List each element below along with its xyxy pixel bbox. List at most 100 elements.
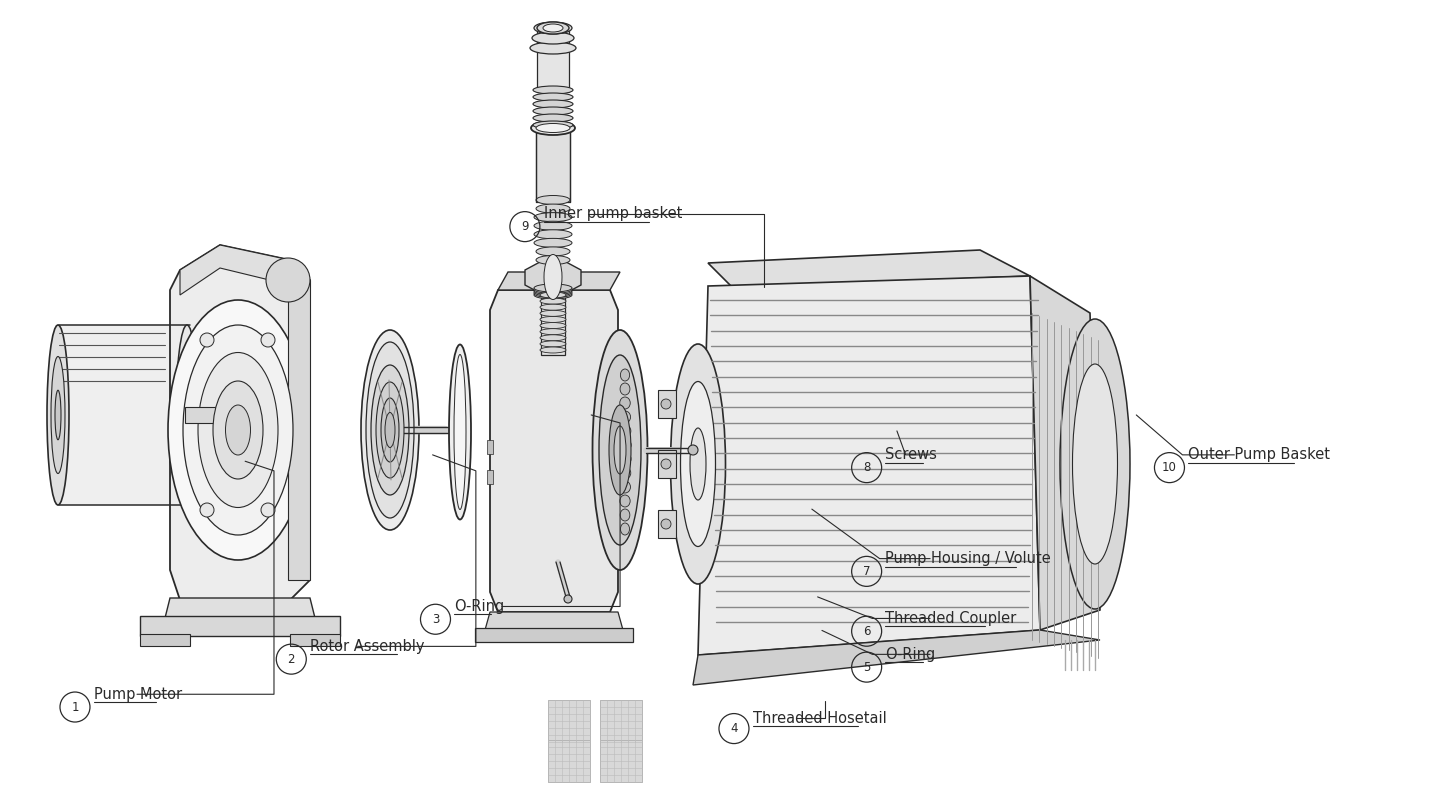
Text: O-Ring: O-Ring (885, 647, 936, 662)
Ellipse shape (531, 121, 575, 135)
Ellipse shape (619, 467, 630, 479)
Text: 10: 10 (1162, 461, 1177, 474)
Ellipse shape (534, 221, 572, 230)
Bar (140, 634, 190, 646)
Ellipse shape (539, 310, 567, 316)
Ellipse shape (539, 298, 567, 304)
Polygon shape (490, 290, 619, 612)
Ellipse shape (544, 24, 562, 32)
Circle shape (660, 519, 671, 529)
Ellipse shape (620, 369, 630, 381)
Ellipse shape (536, 255, 570, 264)
Bar (185, 407, 239, 423)
Ellipse shape (265, 258, 310, 302)
Text: 2: 2 (287, 653, 296, 666)
Ellipse shape (671, 344, 725, 584)
Ellipse shape (534, 290, 572, 298)
Ellipse shape (544, 255, 562, 299)
Ellipse shape (534, 100, 572, 108)
Ellipse shape (619, 453, 632, 465)
Text: Threaded Coupler: Threaded Coupler (885, 611, 1017, 626)
Ellipse shape (620, 397, 630, 409)
Ellipse shape (176, 325, 198, 505)
Ellipse shape (534, 230, 572, 239)
Text: 8: 8 (862, 461, 871, 474)
Bar (474, 628, 633, 642)
Ellipse shape (534, 288, 572, 296)
Circle shape (261, 333, 275, 347)
Polygon shape (180, 245, 290, 295)
Ellipse shape (48, 325, 69, 505)
Bar (658, 450, 676, 478)
Ellipse shape (539, 329, 567, 334)
Ellipse shape (198, 353, 278, 508)
Polygon shape (708, 250, 1030, 288)
Polygon shape (170, 245, 310, 600)
Ellipse shape (50, 357, 65, 473)
Ellipse shape (536, 22, 570, 34)
Text: 9: 9 (521, 220, 529, 233)
Ellipse shape (532, 32, 574, 44)
Circle shape (200, 503, 213, 517)
Ellipse shape (619, 439, 632, 451)
Ellipse shape (534, 286, 572, 294)
Ellipse shape (620, 481, 630, 493)
Circle shape (261, 503, 275, 517)
Bar (536, 130, 570, 202)
Ellipse shape (539, 292, 567, 298)
Text: Pump Housing / Volute: Pump Housing / Volute (885, 551, 1051, 566)
Text: Rotor Assembly: Rotor Assembly (310, 639, 424, 654)
Ellipse shape (534, 93, 572, 101)
Ellipse shape (539, 317, 567, 322)
Ellipse shape (454, 354, 466, 509)
Ellipse shape (534, 286, 572, 294)
Bar (600, 700, 642, 742)
Ellipse shape (620, 495, 630, 507)
Ellipse shape (534, 114, 572, 122)
Ellipse shape (534, 107, 572, 115)
Text: 5: 5 (862, 661, 871, 674)
Ellipse shape (531, 42, 575, 54)
Text: Pump Motor: Pump Motor (94, 687, 182, 701)
Bar (541, 290, 565, 355)
Ellipse shape (169, 300, 309, 560)
Circle shape (564, 595, 572, 603)
Polygon shape (164, 598, 314, 618)
Ellipse shape (534, 121, 572, 129)
Ellipse shape (539, 322, 567, 329)
Ellipse shape (534, 22, 572, 34)
Ellipse shape (536, 124, 570, 132)
Text: O-Ring: O-Ring (454, 599, 505, 614)
Polygon shape (525, 255, 581, 300)
Circle shape (660, 399, 671, 409)
Bar (487, 470, 493, 484)
Ellipse shape (225, 405, 251, 455)
Ellipse shape (1073, 364, 1118, 564)
Ellipse shape (534, 212, 572, 222)
Circle shape (200, 333, 213, 347)
Ellipse shape (366, 342, 414, 518)
Ellipse shape (681, 381, 715, 547)
Ellipse shape (534, 291, 572, 299)
Polygon shape (497, 272, 620, 290)
Bar (290, 634, 340, 646)
Ellipse shape (1060, 319, 1131, 609)
Ellipse shape (536, 204, 570, 213)
Bar (536, 30, 570, 92)
Ellipse shape (371, 365, 410, 495)
Polygon shape (694, 630, 1100, 685)
Ellipse shape (534, 239, 572, 247)
Ellipse shape (534, 86, 572, 94)
Text: 4: 4 (730, 722, 738, 735)
Ellipse shape (536, 247, 570, 256)
Circle shape (688, 445, 698, 455)
Ellipse shape (620, 411, 630, 423)
Ellipse shape (381, 398, 399, 462)
Ellipse shape (609, 405, 632, 495)
Text: 3: 3 (431, 613, 440, 626)
Text: Inner pump basket: Inner pump basket (544, 207, 682, 221)
Polygon shape (698, 276, 1040, 655)
Ellipse shape (620, 523, 630, 535)
Text: Threaded Hosetail: Threaded Hosetail (753, 711, 887, 725)
Ellipse shape (620, 383, 630, 395)
